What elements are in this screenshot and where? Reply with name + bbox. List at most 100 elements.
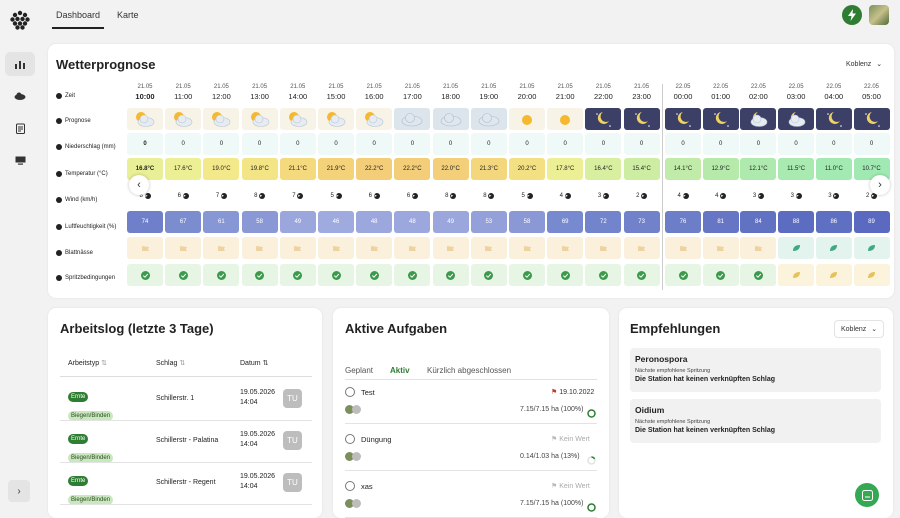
row-label-prognose: Prognose xyxy=(56,118,91,124)
wind-speed: 8 xyxy=(445,193,449,199)
recommendation-msg: Die Station hat keinen verknüpften Schla… xyxy=(635,376,776,383)
flag-icon xyxy=(447,245,455,251)
task-checkbox[interactable] xyxy=(345,434,355,444)
tab-geplant[interactable]: Geplant xyxy=(345,366,374,375)
night-cloudy-icon xyxy=(751,112,768,127)
recommendation-item[interactable]: Oidium Nächste empfohlene Spritzung Die … xyxy=(630,399,881,443)
sidebar-item-tasks[interactable] xyxy=(5,116,35,140)
weather-location-select[interactable]: Koblenz ⌄ xyxy=(846,60,882,69)
task-name: Düngung xyxy=(361,435,392,444)
forecast-time: 20:00 xyxy=(517,92,537,101)
col-header-date[interactable]: Datum ⇅ xyxy=(240,359,268,367)
leaf-wetness-cell xyxy=(356,237,393,259)
precipitation-cell: 0 xyxy=(279,133,316,155)
humidity-cell: 81 xyxy=(702,211,739,233)
leaf-wetness-cell xyxy=(853,237,890,259)
wind-speed: 7 xyxy=(215,193,220,199)
chat-button[interactable] xyxy=(855,483,879,507)
worklog-time: 14:04 xyxy=(240,483,258,490)
wind-cell: 4 ➤ xyxy=(547,186,583,206)
sidebar-item-dashboard[interactable] xyxy=(5,52,35,76)
flag-icon: ⚑ xyxy=(551,389,558,396)
sidebar-expand-button[interactable]: › xyxy=(8,480,30,502)
leaf-wetness-cell xyxy=(778,237,815,259)
zeit-icon xyxy=(56,93,62,99)
check-icon xyxy=(716,270,726,280)
weather-title: Wetterprognose xyxy=(56,57,156,72)
weather-icon-cell xyxy=(778,108,815,130)
tab-aktiv[interactable]: Aktiv xyxy=(390,366,410,375)
wind-cell: 6 ➤ xyxy=(394,186,430,206)
flag-icon xyxy=(179,245,187,251)
weather-icon-cell xyxy=(165,108,202,130)
assignee-avatars xyxy=(345,452,363,461)
leaf-icon xyxy=(830,272,838,278)
flag-icon xyxy=(754,245,762,251)
wind-speed: 3 xyxy=(597,193,602,199)
precipitation-cell: 0 xyxy=(815,133,852,155)
worklog-time: 14:04 xyxy=(240,399,258,406)
avatar[interactable] xyxy=(869,5,889,25)
forecast-time: 22:00 xyxy=(594,92,613,101)
forecast-date: 22.05 xyxy=(788,84,804,90)
scroll-left-button[interactable]: ‹ xyxy=(129,175,149,195)
forecast-date: 21.05 xyxy=(252,84,268,90)
spray-condition-cell xyxy=(165,264,202,286)
leaf-wetness-cell xyxy=(740,237,777,259)
forecast-date: 21.05 xyxy=(213,84,229,90)
bolt-icon[interactable] xyxy=(842,5,862,25)
sidebar-item-weather[interactable] xyxy=(5,84,35,108)
sidebar-item-devices[interactable] xyxy=(5,148,35,172)
logo[interactable] xyxy=(8,8,32,32)
forecast-time: 12:00 xyxy=(212,92,231,101)
humidity-cell: 88 xyxy=(778,211,815,233)
flag-icon xyxy=(294,245,302,251)
check-icon xyxy=(637,270,647,280)
col-header-field[interactable]: Schlag ⇅ xyxy=(156,359,185,367)
assignee-avatars xyxy=(345,499,363,508)
tab-dashboard[interactable]: Dashboard xyxy=(52,10,104,29)
recommendations-location-select[interactable]: Koblenz ⌄ xyxy=(834,320,885,338)
forecast-time: 00:00 xyxy=(673,92,693,101)
temperature-cell: 16.8°C xyxy=(127,158,163,180)
row-label-niederschlag: Niederschlag (mm) xyxy=(56,144,116,150)
forecast-time: 17:00 xyxy=(403,92,422,101)
flag-icon: ⚑ xyxy=(551,483,558,490)
check-icon xyxy=(293,270,303,280)
wind-cell: 4 ➤ xyxy=(703,186,739,206)
row-label-text: Niederschlag (mm) xyxy=(65,144,116,150)
temperature-cell: 20.2°C xyxy=(509,158,545,180)
task-progress: 7.15/7.15 ha (100%) xyxy=(520,500,584,507)
partly-sunny-icon xyxy=(136,112,155,127)
task-checkbox[interactable] xyxy=(345,481,355,491)
precipitation-cell: 0 xyxy=(740,133,777,155)
worklog-type: Ernte Biegen/Binden xyxy=(68,385,114,423)
humidity-cell: 58 xyxy=(241,211,278,233)
wind-speed: 4 xyxy=(559,193,564,199)
leaf-wetness-cell xyxy=(127,237,163,259)
tab-karte[interactable]: Karte xyxy=(117,10,139,20)
task-date: ⚑ 19.10.2022 xyxy=(551,388,594,396)
temperature-cell: 11.0°C xyxy=(815,158,852,180)
col-header-type[interactable]: Arbeitstyp ⇅ xyxy=(68,359,107,367)
row-divider xyxy=(60,462,312,463)
cloudy-icon xyxy=(402,113,423,127)
wind-speed: 8 xyxy=(139,193,143,199)
wind-speed: 6 xyxy=(406,193,411,199)
check-icon xyxy=(407,270,417,280)
task-checkbox[interactable] xyxy=(345,387,355,397)
flag-icon xyxy=(599,245,607,251)
temperature-cell: 14.1°C xyxy=(665,158,701,180)
precipitation-cell: 0 xyxy=(394,133,431,155)
chevron-left-icon: ‹ xyxy=(137,179,141,191)
worklog-date: 19.05.2026 xyxy=(240,473,276,480)
wind-direction-icon: ➤ xyxy=(526,193,533,199)
badge-biegen: Biegen/Binden xyxy=(68,495,114,505)
scroll-right-button[interactable]: › xyxy=(870,175,890,195)
leaf-icon xyxy=(792,245,800,251)
partly-sunny-icon xyxy=(174,112,193,127)
recommendation-item[interactable]: Peronospora Nächste empfohlene Spritzung… xyxy=(630,348,881,392)
tab-abgeschlossen[interactable]: Kürzlich abgeschlossen xyxy=(427,366,512,375)
wind-direction-icon: ➤ xyxy=(602,193,609,199)
humidity-cell: 49 xyxy=(279,211,316,233)
